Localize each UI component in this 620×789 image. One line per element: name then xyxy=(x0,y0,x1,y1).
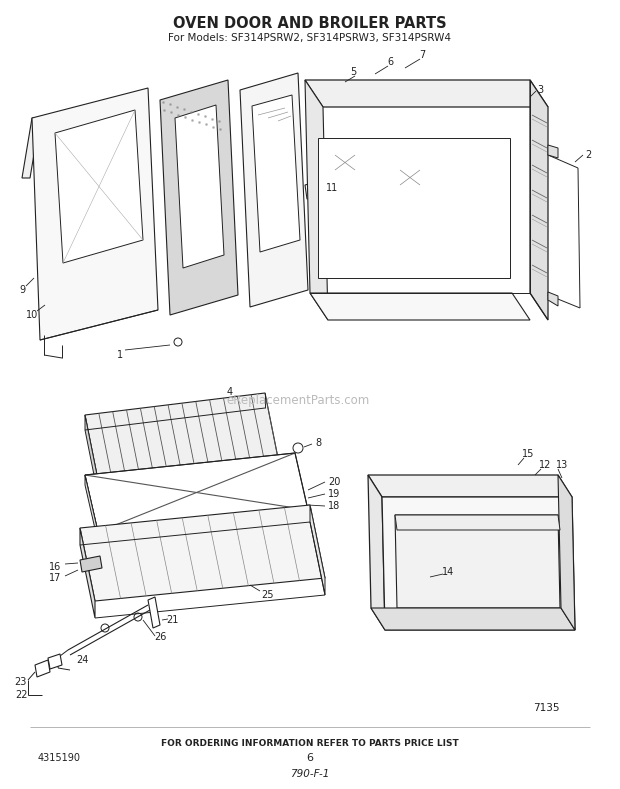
Circle shape xyxy=(426,619,434,627)
Polygon shape xyxy=(558,475,575,630)
Polygon shape xyxy=(148,597,160,628)
Polygon shape xyxy=(35,660,50,677)
Text: 10: 10 xyxy=(26,310,38,320)
Polygon shape xyxy=(305,80,328,320)
Text: 2: 2 xyxy=(585,150,591,160)
Polygon shape xyxy=(368,475,572,497)
Text: 4: 4 xyxy=(227,387,233,397)
Polygon shape xyxy=(395,515,560,530)
Text: 4315190: 4315190 xyxy=(38,753,81,763)
Text: 12: 12 xyxy=(539,460,551,470)
Polygon shape xyxy=(55,110,143,263)
Text: 6: 6 xyxy=(306,753,314,763)
Polygon shape xyxy=(22,118,40,178)
Text: 7: 7 xyxy=(419,50,425,60)
Circle shape xyxy=(293,443,303,453)
Text: OVEN DOOR AND BROILER PARTS: OVEN DOOR AND BROILER PARTS xyxy=(173,16,447,31)
Polygon shape xyxy=(252,95,300,252)
Polygon shape xyxy=(368,475,385,630)
Polygon shape xyxy=(32,88,158,340)
Circle shape xyxy=(506,614,514,622)
Text: 23: 23 xyxy=(14,677,26,687)
Text: 18: 18 xyxy=(328,501,340,511)
Polygon shape xyxy=(318,138,510,278)
Polygon shape xyxy=(80,505,325,601)
Polygon shape xyxy=(310,293,530,320)
Circle shape xyxy=(101,624,109,632)
Text: 9: 9 xyxy=(19,285,25,295)
Text: eReplacementParts.com: eReplacementParts.com xyxy=(226,394,370,406)
Text: For Models: SF314PSRW2, SF314PSRW3, SF314PSRW4: For Models: SF314PSRW2, SF314PSRW3, SF31… xyxy=(169,33,451,43)
Text: FOR ORDERING INFORMATION REFER TO PARTS PRICE LIST: FOR ORDERING INFORMATION REFER TO PARTS … xyxy=(161,739,459,747)
Polygon shape xyxy=(530,80,548,320)
Text: 1: 1 xyxy=(117,350,123,360)
Circle shape xyxy=(174,338,182,346)
Text: 14: 14 xyxy=(442,567,454,577)
Polygon shape xyxy=(80,556,102,572)
Polygon shape xyxy=(382,497,575,630)
Polygon shape xyxy=(85,415,98,495)
Text: 25: 25 xyxy=(262,590,274,600)
Polygon shape xyxy=(175,105,224,268)
Polygon shape xyxy=(85,453,308,532)
Text: 15: 15 xyxy=(522,449,534,459)
Text: 790-F-1: 790-F-1 xyxy=(290,769,330,779)
Polygon shape xyxy=(80,528,95,618)
Polygon shape xyxy=(305,182,318,199)
Text: 6: 6 xyxy=(387,57,393,67)
Polygon shape xyxy=(395,515,560,608)
Text: 3: 3 xyxy=(537,85,543,95)
Text: 21: 21 xyxy=(166,615,178,625)
Text: 17: 17 xyxy=(49,573,61,583)
Text: 13: 13 xyxy=(556,460,568,470)
Polygon shape xyxy=(160,80,238,315)
Text: 24: 24 xyxy=(76,655,88,665)
Polygon shape xyxy=(548,145,558,158)
Polygon shape xyxy=(305,80,548,107)
Text: 26: 26 xyxy=(154,632,166,642)
Text: 20: 20 xyxy=(328,477,340,487)
Polygon shape xyxy=(310,505,325,595)
Circle shape xyxy=(134,613,142,621)
Text: 7135: 7135 xyxy=(533,703,559,713)
Polygon shape xyxy=(85,475,98,542)
Text: 22: 22 xyxy=(16,690,29,700)
Text: 11: 11 xyxy=(326,183,338,193)
Polygon shape xyxy=(85,393,278,480)
Polygon shape xyxy=(240,73,308,307)
Text: 8: 8 xyxy=(315,438,321,448)
Polygon shape xyxy=(48,654,62,669)
Text: 5: 5 xyxy=(350,67,356,77)
Text: 19: 19 xyxy=(328,489,340,499)
Text: 16: 16 xyxy=(49,562,61,572)
Polygon shape xyxy=(548,292,558,306)
Polygon shape xyxy=(371,608,575,630)
